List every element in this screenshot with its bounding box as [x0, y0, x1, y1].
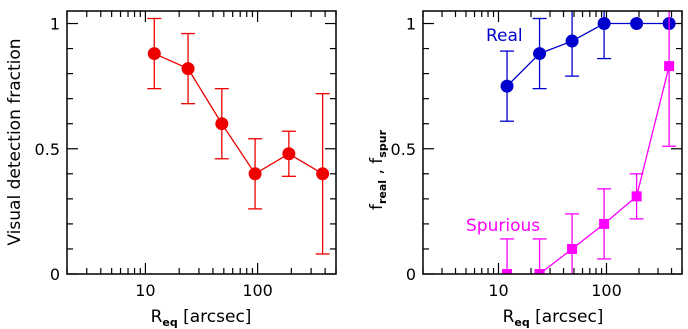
- right-y-axis-label: freal , fspur: [367, 129, 389, 210]
- right-real-point: [533, 47, 547, 61]
- left-x-tick-label: 100: [242, 281, 273, 300]
- left-x-axis-label: Req [arcsec]: [151, 307, 252, 329]
- left-panel: 10 100 0 0.5 1 Visual detection fraction Req…: [5, 10, 337, 329]
- right-y-tick-label: 0.5: [391, 140, 416, 159]
- right-plot-area: [500, 11, 677, 274]
- left-y-tick-label: 0: [50, 265, 60, 284]
- left-series-0-point: [215, 117, 229, 131]
- left-plot-area: [147, 17, 330, 255]
- left-series-0-point: [147, 47, 161, 61]
- left-series-0-point: [316, 167, 330, 181]
- left-plot-frame: [66, 10, 337, 275]
- left-series-0-point: [181, 62, 195, 76]
- left-x-tick-label: 10: [135, 281, 155, 300]
- left-series-0-line: [154, 52, 323, 175]
- left-y-tick-label: 0.5: [35, 140, 60, 159]
- right-real-point: [500, 79, 514, 93]
- right-real-point: [597, 17, 611, 31]
- right-spurious-point: [567, 243, 578, 254]
- right-panel: 10 100 0 0.5 1 freal , fspur Req [arcsec] Re…: [367, 10, 683, 329]
- right-real-point: [565, 34, 579, 48]
- right-real-point: [630, 17, 644, 31]
- right-real-line: [506, 22, 670, 87]
- right-spurious-point: [502, 269, 513, 274]
- right-y-tick-label: 0: [406, 265, 416, 284]
- right-spurious-line: [507, 65, 670, 274]
- right-spurious-point: [534, 269, 545, 274]
- right-spurious-point: [664, 61, 675, 72]
- right-plot-frame: [422, 10, 683, 275]
- right-y-tick-label: 1: [406, 15, 416, 34]
- right-spurious-point: [599, 218, 610, 229]
- spurious-series-label: Spurious: [466, 216, 540, 236]
- left-series-0-point: [248, 167, 262, 181]
- right-x-tick-label: 10: [488, 281, 508, 300]
- left-axis-ticks: 10 100 0 0.5 1: [35, 11, 337, 300]
- left-series-0-point: [282, 147, 296, 161]
- right-x-axis-label: Req [arcsec]: [503, 307, 604, 329]
- left-y-axis-label: Visual detection fraction: [5, 38, 25, 245]
- real-series-label: Real: [486, 26, 523, 46]
- right-x-tick-label: 100: [591, 281, 622, 300]
- right-spurious-error-bar: [532, 238, 547, 274]
- right-spurious-error-bar: [500, 238, 515, 274]
- left-y-tick-label: 1: [50, 15, 60, 34]
- right-spurious-point: [631, 191, 642, 202]
